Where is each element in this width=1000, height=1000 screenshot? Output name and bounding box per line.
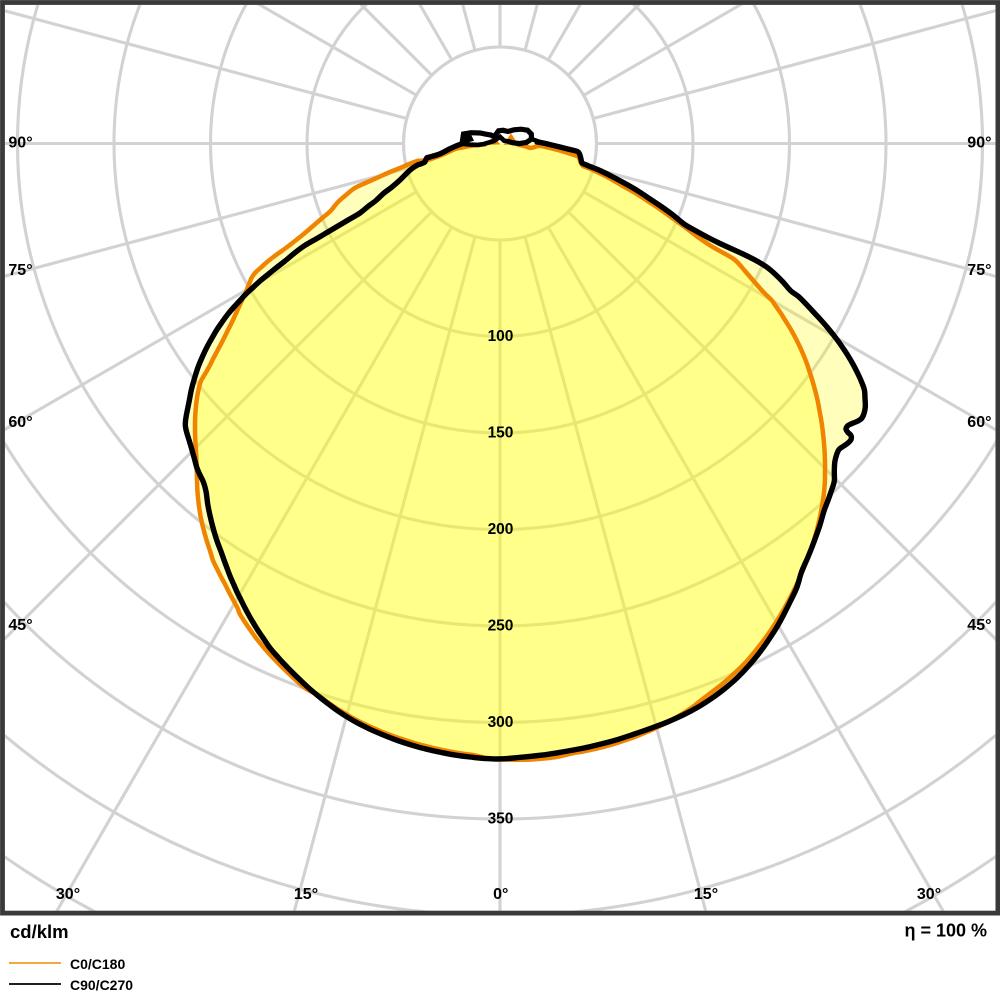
svg-text:75°: 75° bbox=[967, 262, 991, 279]
svg-text:150: 150 bbox=[488, 425, 514, 442]
svg-text:0°: 0° bbox=[493, 886, 508, 903]
svg-text:200: 200 bbox=[488, 521, 514, 538]
svg-text:100: 100 bbox=[488, 328, 514, 345]
svg-text:η = 100 %: η = 100 % bbox=[904, 921, 987, 941]
svg-text:90°: 90° bbox=[967, 134, 991, 151]
svg-text:60°: 60° bbox=[8, 414, 32, 431]
svg-text:cd/klm: cd/klm bbox=[10, 921, 69, 942]
svg-text:15°: 15° bbox=[694, 886, 718, 903]
svg-text:45°: 45° bbox=[967, 617, 991, 634]
svg-text:300: 300 bbox=[488, 714, 514, 731]
svg-text:90°: 90° bbox=[8, 134, 32, 151]
svg-text:250: 250 bbox=[488, 618, 514, 635]
svg-text:45°: 45° bbox=[8, 617, 32, 634]
svg-text:C90/C270: C90/C270 bbox=[70, 977, 133, 993]
svg-text:15°: 15° bbox=[294, 886, 318, 903]
svg-text:30°: 30° bbox=[56, 886, 80, 903]
svg-text:30°: 30° bbox=[917, 886, 941, 903]
svg-text:60°: 60° bbox=[967, 414, 991, 431]
svg-text:C0/C180: C0/C180 bbox=[70, 956, 125, 972]
svg-text:350: 350 bbox=[488, 811, 514, 828]
svg-text:75°: 75° bbox=[8, 262, 32, 279]
